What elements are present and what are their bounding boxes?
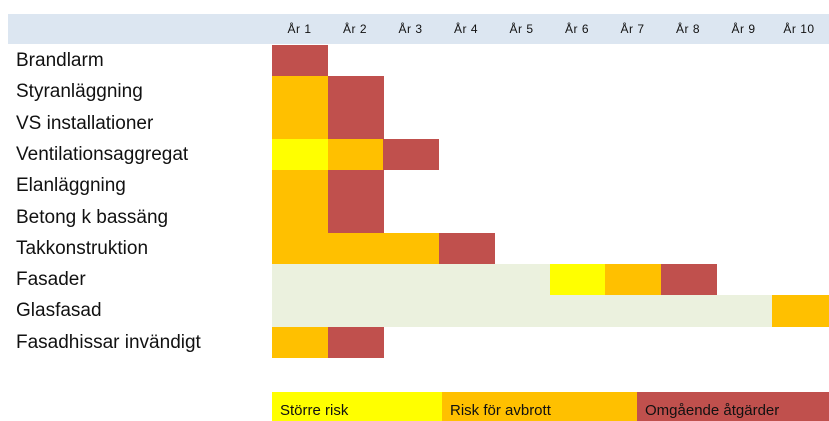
row-label: Ventilationsaggregat xyxy=(16,143,189,165)
row-label: Takkonstruktion xyxy=(16,237,149,259)
heat-cell-risk_avbrott xyxy=(327,138,384,171)
heat-cell-omgaende xyxy=(327,76,384,108)
heat-cell-omgaende xyxy=(272,45,328,77)
heat-cell-ok xyxy=(660,295,717,327)
year-label-5: År 5 xyxy=(509,22,534,36)
heat-cell-ok xyxy=(438,295,495,327)
heat-cell-risk_avbrott xyxy=(272,201,328,234)
heat-cell-ok xyxy=(383,264,439,296)
heat-cell-omgaende xyxy=(660,264,717,296)
year-label-10: År 10 xyxy=(783,22,815,36)
heat-cell-ok xyxy=(716,295,772,327)
legend-label: Omgående åtgärder xyxy=(645,402,780,419)
row-label: Brandlarm xyxy=(16,50,104,71)
heat-cell-risk_avbrott xyxy=(272,107,328,140)
year-label-3: År 3 xyxy=(398,22,423,36)
heat-cell-ok xyxy=(327,264,384,296)
row-label: Styranläggning xyxy=(16,81,143,103)
heat-cell-risk_avbrott xyxy=(383,232,439,265)
heat-cell-ok xyxy=(549,295,606,327)
heat-cell-storre_risk xyxy=(272,138,328,171)
heat-cell-ok xyxy=(494,295,550,327)
legend-item-risk_avbrott: Risk för avbrott xyxy=(442,392,637,421)
row-label: Glasfasad xyxy=(16,300,102,322)
heat-cell-omgaende xyxy=(327,326,384,359)
row-label: VS installationer xyxy=(16,112,154,134)
year-label-7: År 7 xyxy=(620,22,645,36)
legend-item-storre_risk: Större risk xyxy=(272,392,442,421)
heat-cell-risk_avbrott xyxy=(272,170,328,202)
heat-cell-risk_avbrott xyxy=(771,295,829,327)
heat-cell-ok xyxy=(272,264,328,296)
heat-cell-ok xyxy=(605,295,661,327)
heat-cell-risk_avbrott xyxy=(272,76,328,108)
year-header-band xyxy=(8,14,829,44)
year-label-2: År 2 xyxy=(342,22,367,36)
legend-label: Risk för avbrott xyxy=(450,402,551,419)
heat-cell-ok xyxy=(327,295,384,327)
year-label-6: År 6 xyxy=(564,22,589,36)
year-label-8: År 8 xyxy=(675,22,700,36)
year-label-1: År 1 xyxy=(287,22,312,36)
legend-label: Större risk xyxy=(280,402,349,419)
year-label-9: År 9 xyxy=(731,22,756,36)
year-label-4: År 4 xyxy=(453,22,478,36)
heat-cell-risk_avbrott xyxy=(272,326,328,359)
heat-cell-ok xyxy=(438,264,495,296)
heat-cell-ok xyxy=(383,295,439,327)
heat-cell-risk_avbrott xyxy=(327,232,384,265)
heat-cell-omgaende xyxy=(438,232,495,265)
row-label: Betong k bassäng xyxy=(16,206,169,228)
heat-cell-ok xyxy=(494,264,550,296)
heat-cell-omgaende xyxy=(327,201,384,234)
legend-item-omgaende: Omgående åtgärder xyxy=(637,392,829,421)
heat-cell-ok xyxy=(272,295,328,327)
row-label: Fasader xyxy=(16,269,86,291)
heat-cell-risk_avbrott xyxy=(272,232,328,265)
heat-cell-risk_avbrott xyxy=(605,264,661,296)
heat-cell-omgaende xyxy=(327,107,384,140)
row-label: Fasadhissar invändigt xyxy=(16,331,201,353)
heat-cell-omgaende xyxy=(327,170,384,202)
row-label: Elanläggning xyxy=(16,175,126,197)
heat-cell-storre_risk xyxy=(549,264,606,296)
heat-cell-omgaende xyxy=(383,138,439,171)
